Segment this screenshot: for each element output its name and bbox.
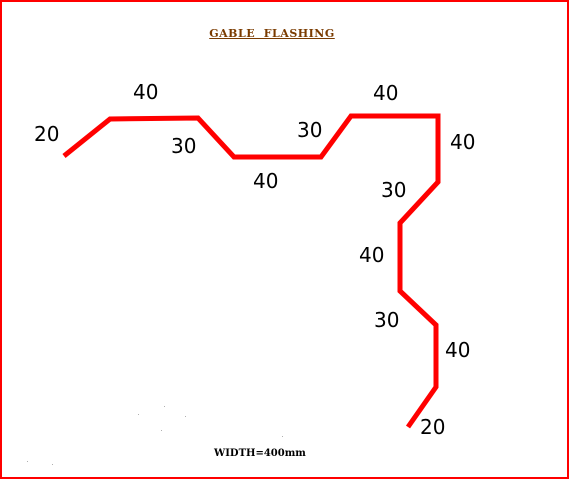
drawing-title: GABLE FLASHING [209,27,335,40]
flashing-profile-line [62,113,441,429]
dim-label-lip-top: 20 [34,122,59,146]
dim-label-slope-2: 30 [297,118,322,142]
dim-label-lip-bottom: 20 [420,415,445,439]
dim-label-drop-3: 40 [445,338,470,362]
dim-label-slope-1: 30 [171,134,196,158]
dim-label-drop-2: 40 [359,243,384,267]
dim-label-top-1: 40 [133,80,158,104]
scan-specks [27,406,283,465]
dim-label-top-2: 40 [373,81,398,105]
width-note: WIDTH=400mm [214,448,306,459]
dim-label-slope-4: 30 [374,308,399,332]
dim-label-slope-3: 30 [381,178,406,202]
dim-label-trough: 40 [253,169,278,193]
dim-label-drop-1: 40 [450,130,475,154]
